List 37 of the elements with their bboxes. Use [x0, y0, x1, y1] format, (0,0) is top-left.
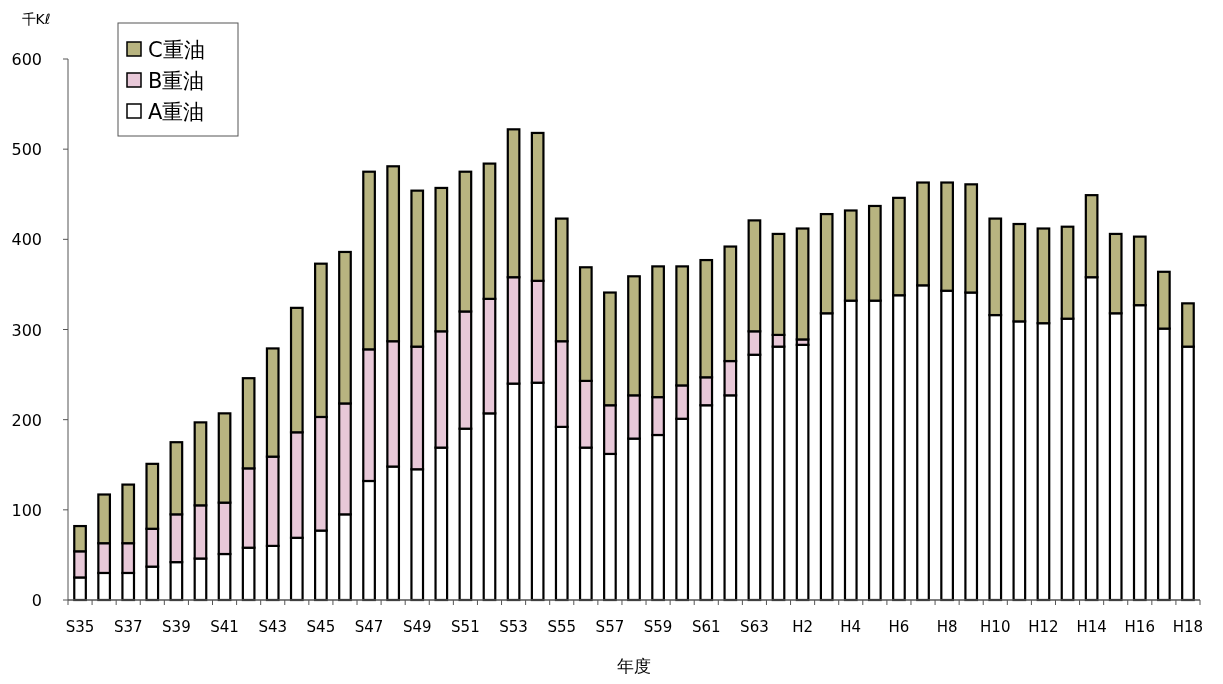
x-tick-label: S41 [210, 618, 239, 636]
x-tick-label: H2 [792, 618, 814, 636]
x-axis-title: 年度 [617, 656, 651, 676]
x-tick-label: H12 [1028, 618, 1059, 636]
x-tick-label: H10 [980, 618, 1011, 636]
y-tick-label: 300 [11, 320, 42, 340]
x-tick-label: S37 [113, 618, 143, 636]
x-tick-label: S35 [65, 618, 95, 636]
x-tick-label: S57 [595, 618, 625, 636]
x-tick-label: S59 [643, 618, 673, 636]
x-tick-label: S51 [451, 618, 480, 636]
x-tick-label: H18 [1172, 618, 1204, 636]
y-tick-label: 100 [11, 500, 42, 520]
x-tick-label: S43 [258, 618, 288, 636]
x-tick-label: S53 [499, 618, 528, 636]
x-tick-label: S49 [402, 618, 432, 636]
x-tick-label: H8 [936, 618, 958, 636]
y-tick-label: 200 [11, 410, 42, 430]
x-tick-label: S39 [162, 618, 191, 636]
legend-label: B重油 [148, 69, 205, 93]
x-tick-label: H6 [888, 618, 910, 636]
y-tick-label: 0 [31, 591, 42, 610]
legend-label: C重油 [148, 38, 205, 62]
y-tick-label: 400 [11, 230, 42, 250]
x-tick-label: S55 [547, 618, 577, 636]
x-tick-label: H4 [840, 618, 862, 636]
y-tick-label: 500 [11, 140, 42, 160]
x-tick-label: S63 [740, 618, 769, 636]
y-axis-title: 千Kℓ [21, 11, 51, 27]
x-tick-label: S61 [691, 618, 721, 636]
y-tick-label: 600 [11, 50, 42, 69]
x-tick-label: S45 [306, 618, 336, 636]
x-tick-label: H14 [1076, 618, 1107, 636]
bar [795, 343, 810, 602]
x-tick-label: S47 [354, 618, 384, 636]
legend-label: A重油 [148, 100, 205, 124]
x-tick-label: H16 [1124, 618, 1155, 636]
